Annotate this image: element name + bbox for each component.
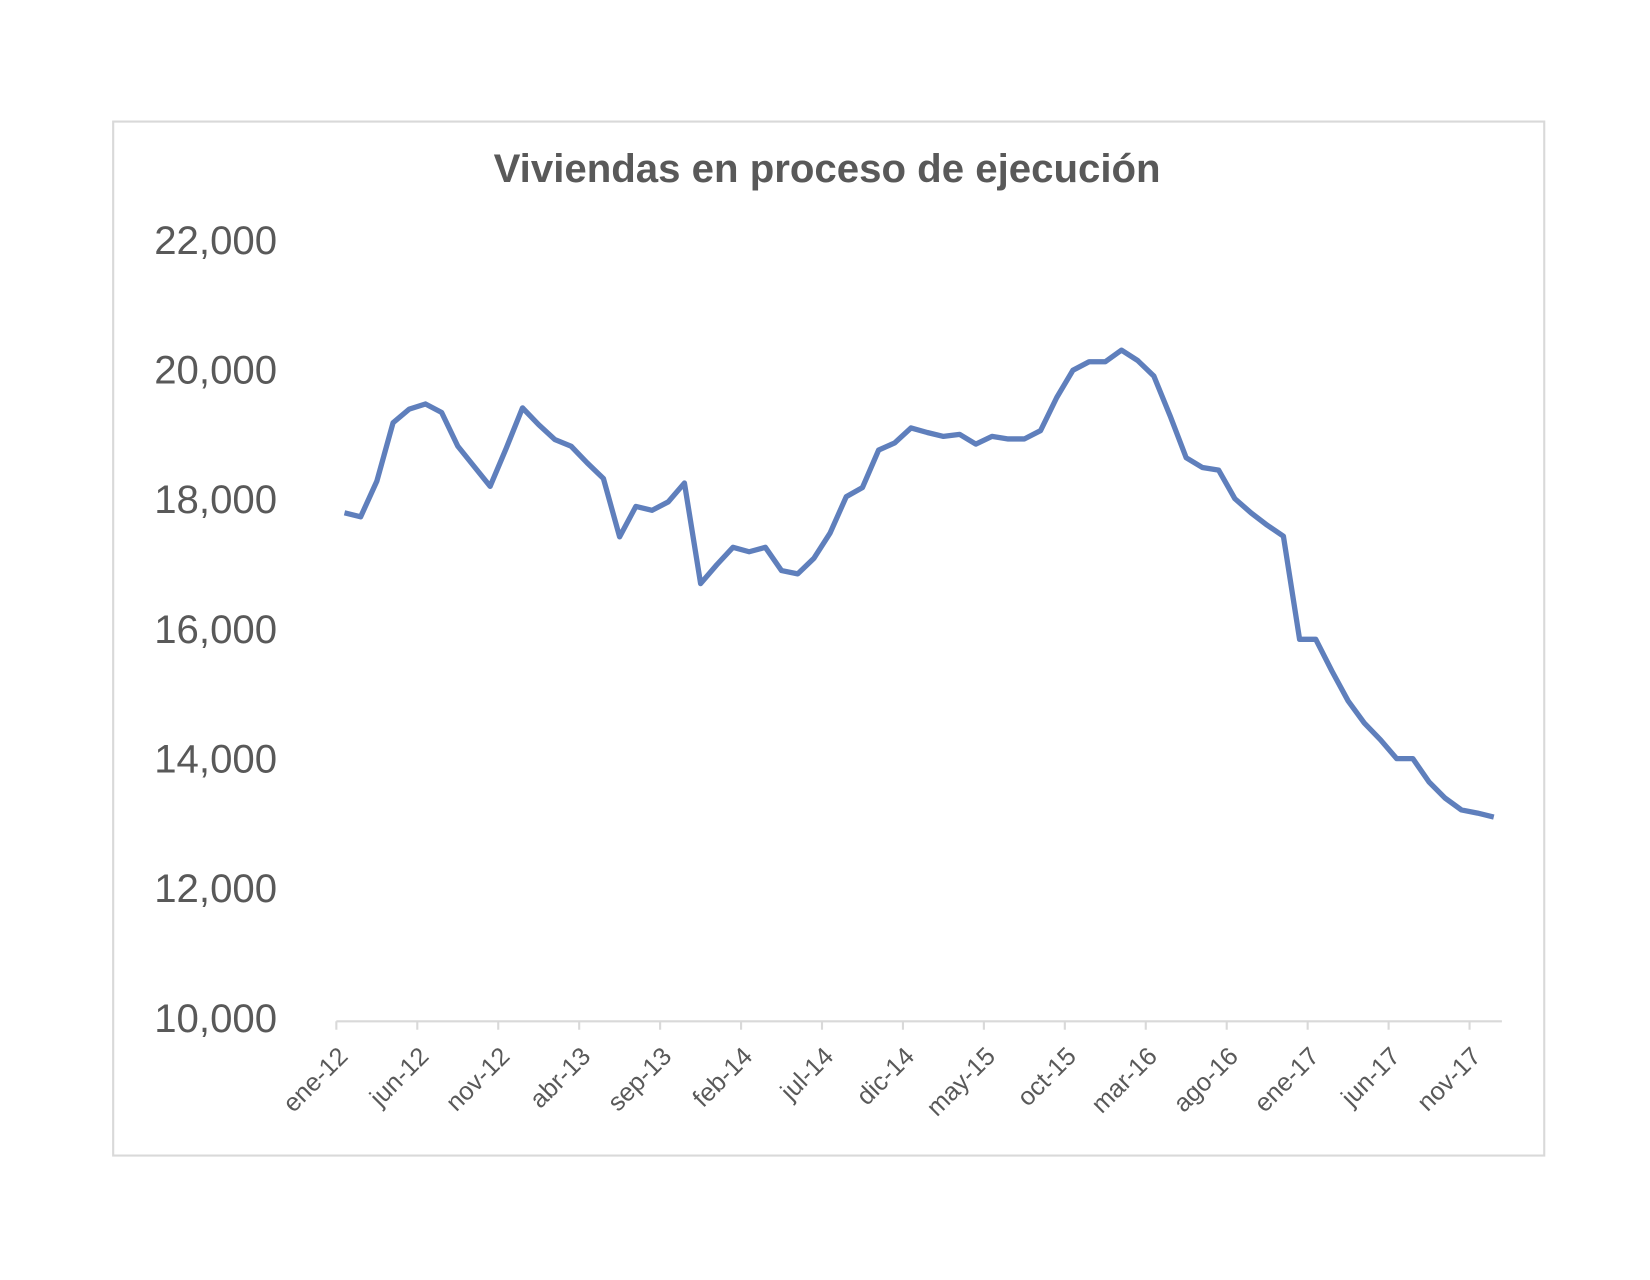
y-tick-label: 20,000 xyxy=(154,347,277,392)
y-tick-label: 10,000 xyxy=(154,996,277,1041)
y-tick-label: 16,000 xyxy=(154,607,277,652)
y-tick-label: 12,000 xyxy=(154,866,277,911)
data-line xyxy=(343,347,1495,820)
y-tick-label: 22,000 xyxy=(154,218,277,263)
y-tick-label: 18,000 xyxy=(154,477,277,522)
chart-title: Viviendas en proceso de ejecución xyxy=(494,146,1161,191)
chart-border xyxy=(112,120,1546,1157)
y-tick-label: 14,000 xyxy=(154,737,277,782)
